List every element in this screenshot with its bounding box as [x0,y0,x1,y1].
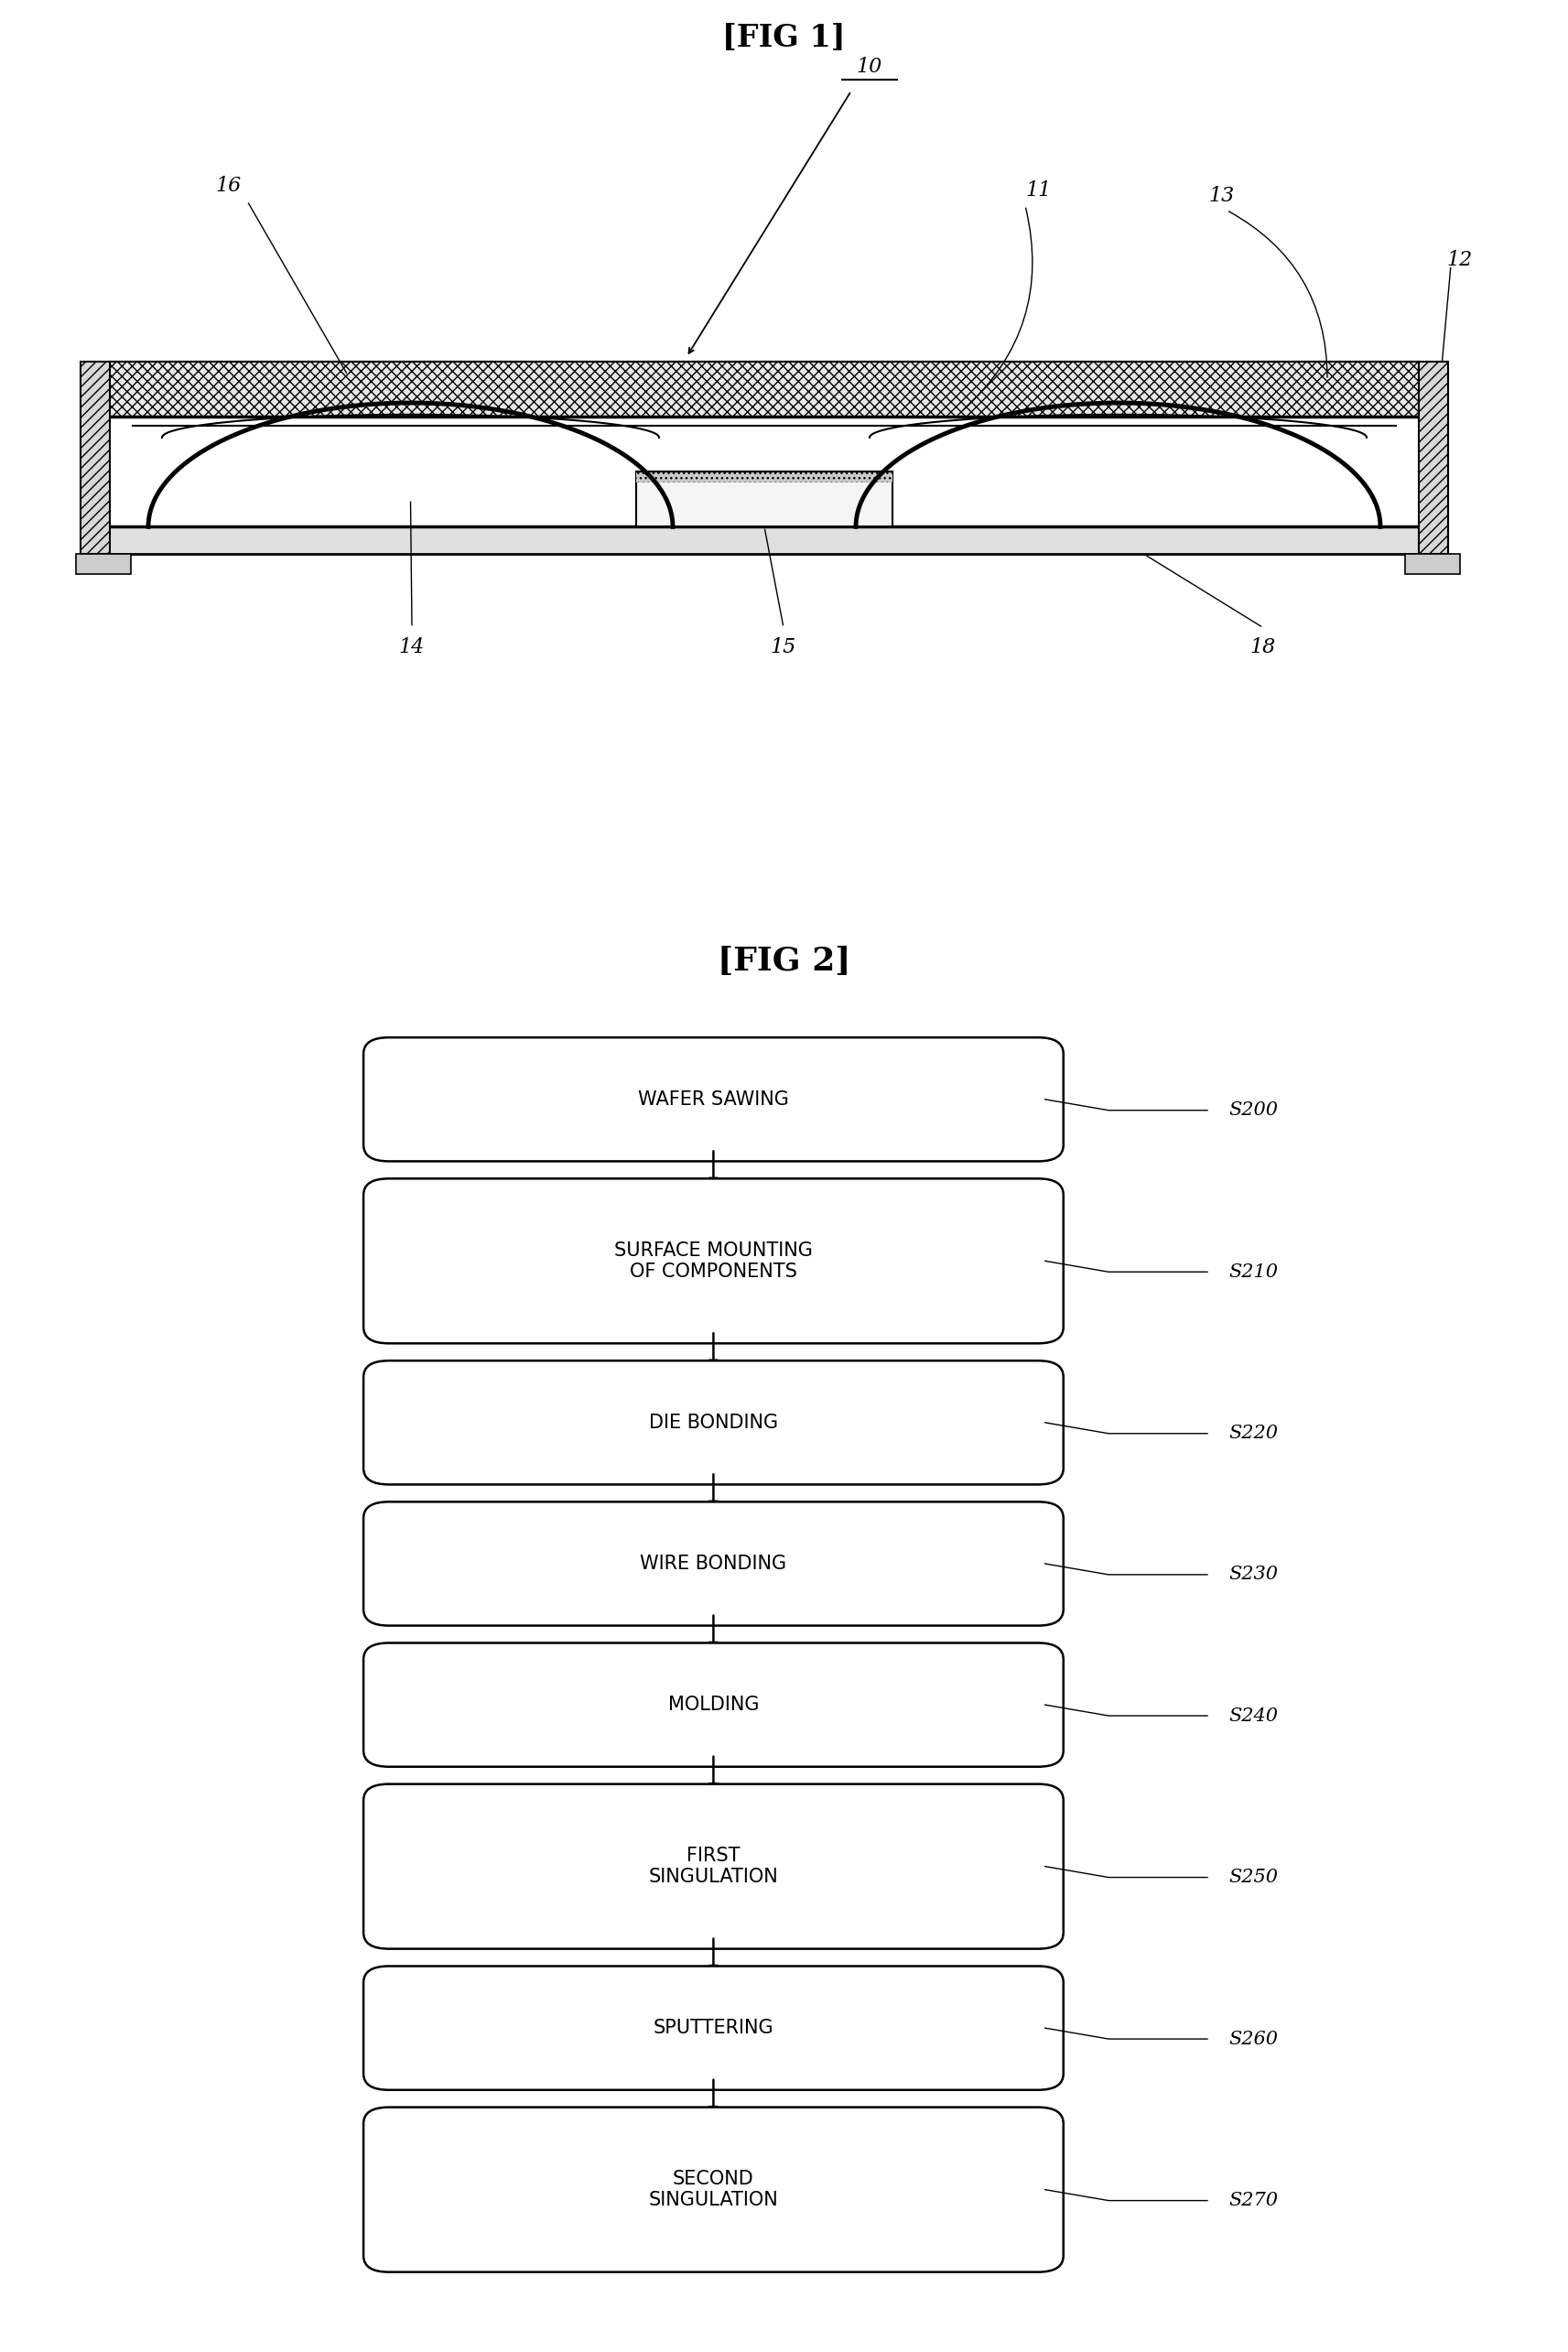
Bar [110,362,1419,416]
Text: SURFACE MOUNTING
OF COMPONENTS: SURFACE MOUNTING OF COMPONENTS [615,1242,812,1282]
FancyBboxPatch shape [364,1178,1063,1343]
Text: S220: S220 [1229,1425,1278,1442]
FancyBboxPatch shape [364,2107,1063,2272]
FancyBboxPatch shape [364,1037,1063,1162]
Text: SECOND
SINGULATION: SECOND SINGULATION [649,2171,778,2209]
Text: 11: 11 [1025,181,1051,200]
FancyBboxPatch shape [364,1966,1063,2091]
Bar [80,362,110,555]
Text: S260: S260 [1229,2030,1278,2049]
Bar [637,473,892,482]
FancyBboxPatch shape [364,1644,1063,1766]
Text: WIRE BONDING: WIRE BONDING [640,1555,787,1573]
Text: DIE BONDING: DIE BONDING [649,1414,778,1432]
Text: 10: 10 [856,56,883,78]
Bar [1405,555,1460,574]
Bar [80,362,110,555]
Text: S210: S210 [1229,1263,1278,1279]
Text: 18: 18 [1250,637,1276,656]
Text: 15: 15 [770,637,797,656]
Text: 16: 16 [216,176,241,195]
Text: S240: S240 [1229,1708,1278,1724]
Text: SPUTTERING: SPUTTERING [654,2018,773,2037]
Text: [FIG 1]: [FIG 1] [721,21,845,52]
Bar [1419,362,1449,555]
FancyBboxPatch shape [364,1785,1063,1950]
Text: [FIG 2]: [FIG 2] [718,946,850,976]
Text: S200: S200 [1229,1101,1278,1120]
Text: WAFER SAWING: WAFER SAWING [638,1091,789,1108]
Text: S270: S270 [1229,2192,1278,2209]
Bar [110,527,1419,555]
Bar [75,555,130,574]
Text: 13: 13 [1209,186,1234,205]
FancyBboxPatch shape [364,1362,1063,1484]
Text: FIRST
SINGULATION: FIRST SINGULATION [649,1846,778,1886]
Text: 12: 12 [1446,249,1472,270]
Text: S230: S230 [1229,1566,1278,1583]
Bar [1419,362,1449,555]
Text: 14: 14 [398,637,425,656]
Text: S250: S250 [1229,1867,1278,1886]
FancyBboxPatch shape [364,1503,1063,1625]
Text: MOLDING: MOLDING [668,1696,759,1715]
Bar [637,473,892,527]
